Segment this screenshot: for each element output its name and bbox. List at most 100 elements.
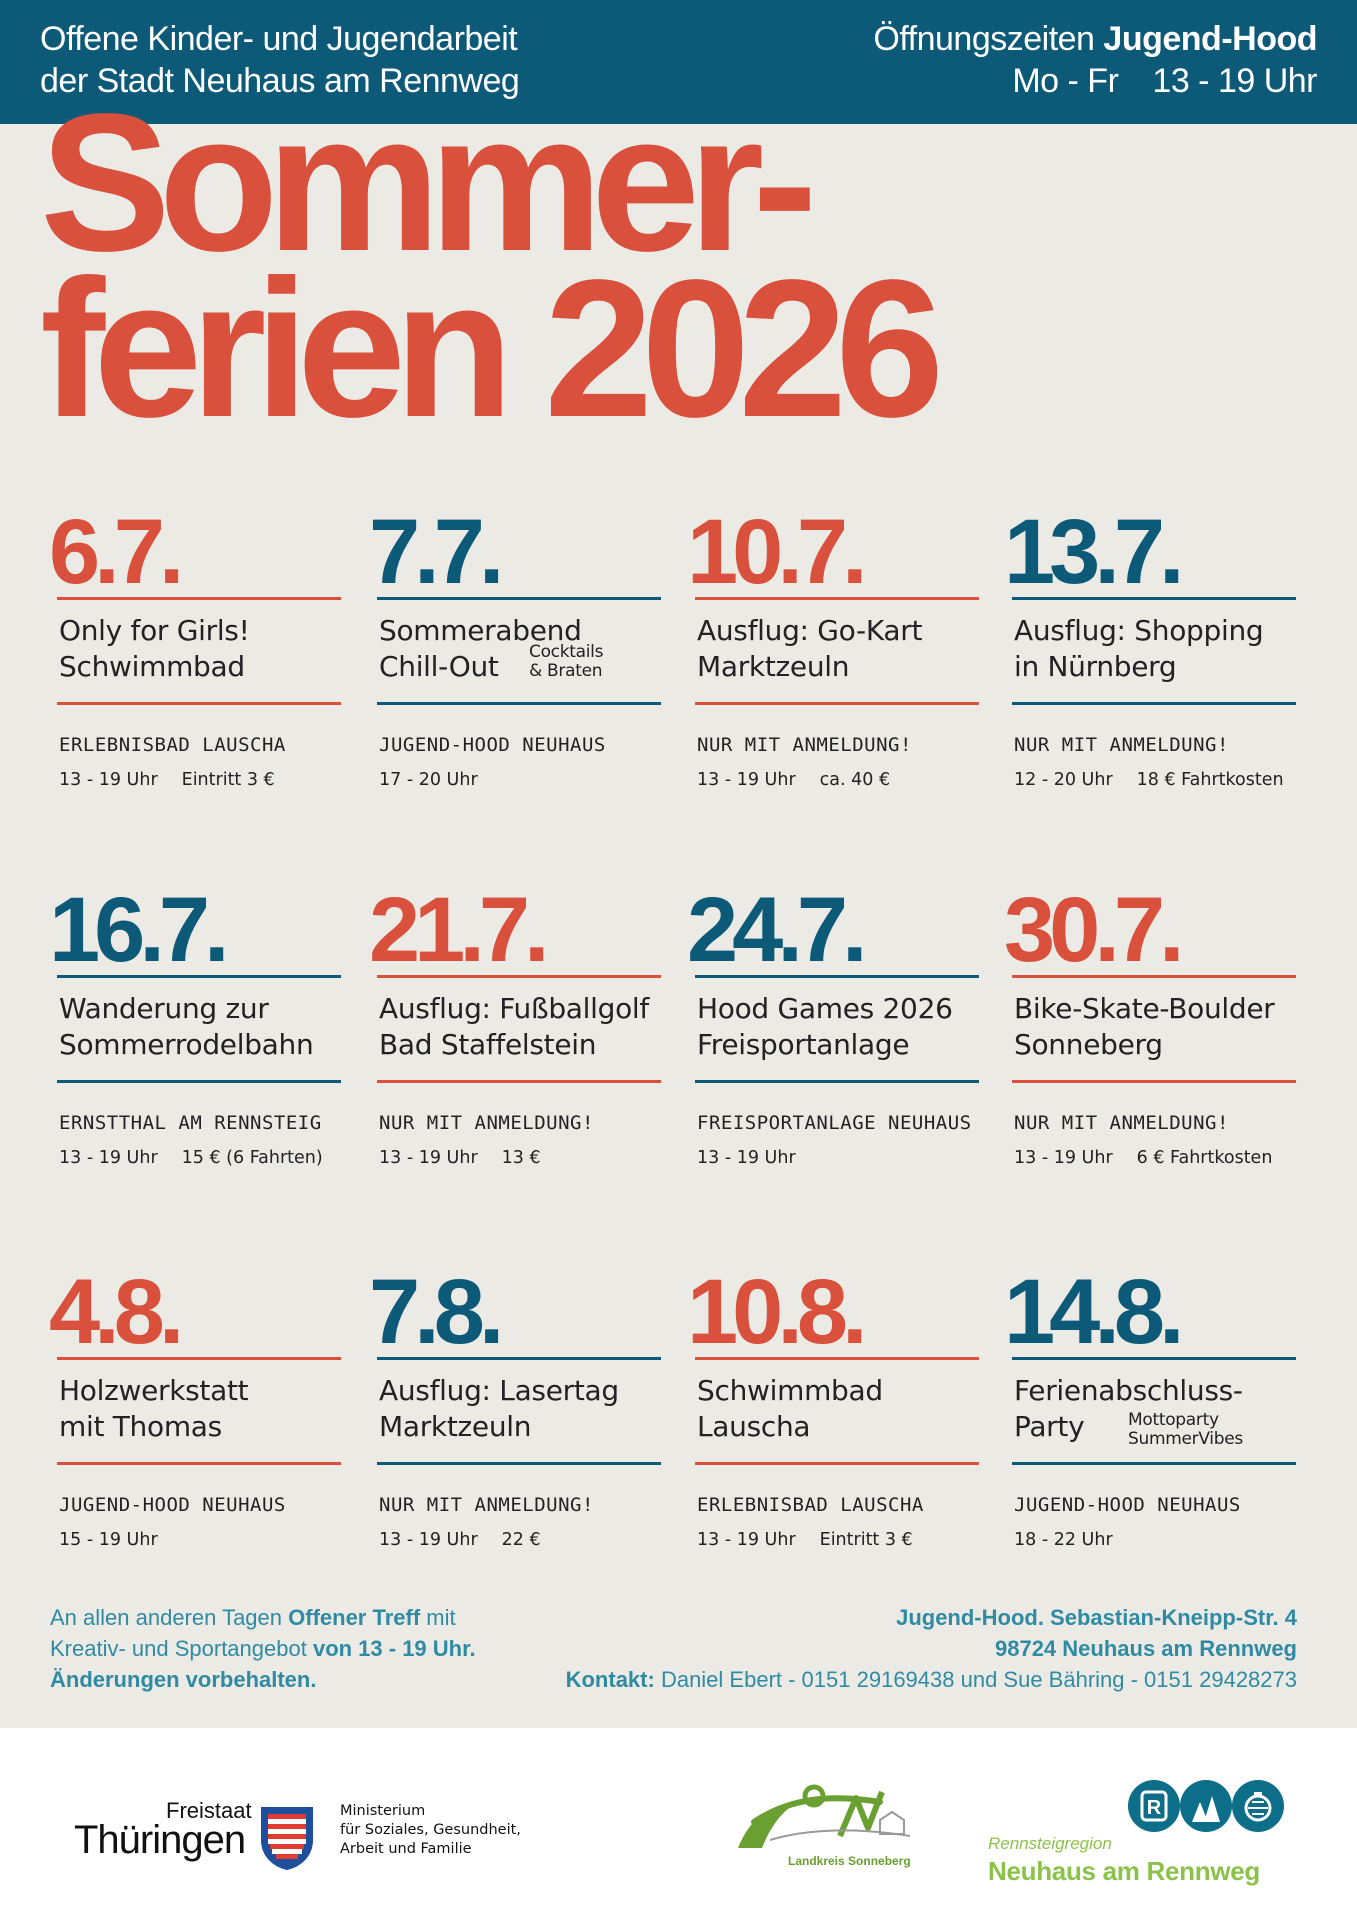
event-card: 21.7. Ausflug: Fußballgolf Bad Staffelstei… — [369, 880, 661, 1180]
event-time: 17 - 20 Uhr — [379, 770, 478, 790]
event-details: 15 - 19 Uhr — [59, 1530, 158, 1550]
divider — [57, 975, 341, 978]
sponsor-logos: Freistaat Thüringen Ministerium für Sozi… — [0, 1728, 1357, 1920]
event-title-line-2: Sonneberg — [1014, 1028, 1163, 1061]
event-card: 4.8. Holzwerkstatt mit Thomas JUGEND-HOOD N… — [49, 1262, 341, 1562]
event-date: 13.7. — [1004, 501, 1185, 603]
contact-details: Daniel Ebert - 0151 29169438 und Sue Bäh… — [654, 1667, 1297, 1692]
event-title: Bike-Skate-Boulder Sonneberg — [1014, 991, 1275, 1063]
hours-time: 13 - 19 Uhr — [1152, 62, 1317, 100]
event-title-line-1: Hood Games 2026 — [697, 992, 953, 1025]
divider — [695, 1357, 979, 1360]
event-card: 7.7. Sommerabend Chill-Out Cocktails & Brate… — [369, 502, 661, 802]
event-date: 6.7. — [49, 501, 184, 603]
event-details: 13 - 19 Uhr ca. 40 € — [697, 770, 890, 790]
ministry-line: Ministerium — [340, 1803, 426, 1819]
event-date: 10.7. — [687, 501, 868, 603]
event-price: ca. 40 € — [819, 770, 891, 790]
event-title-line-2: Marktzeuln — [697, 650, 850, 683]
event-time: 15 - 19 Uhr — [59, 1530, 158, 1550]
event-title: Holzwerkstatt mit Thomas — [59, 1373, 249, 1445]
event-title-line-1: Ausflug: Go-Kart — [697, 614, 923, 647]
event-title-line-1: Ausflug: Lasertag — [379, 1374, 619, 1407]
event-date: 21.7. — [369, 879, 550, 981]
event-time: 13 - 19 Uhr — [697, 1148, 796, 1168]
divider — [377, 597, 661, 600]
event-details: 13 - 19 Uhr Eintritt 3 € — [59, 770, 275, 790]
address-street: Jugend-Hood. Sebastian-Kneipp-Str. 4 — [896, 1605, 1297, 1630]
divider — [1012, 1462, 1296, 1465]
event-date: 16.7. — [49, 879, 230, 981]
event-title-line-2: Chill-Out — [379, 650, 499, 683]
event-price: 6 € Fahrtkosten — [1136, 1148, 1273, 1168]
divider — [57, 1462, 341, 1465]
event-location: ERLEBNISBAD LAUSCHA — [59, 734, 286, 756]
event-price: 22 € — [501, 1530, 541, 1550]
divider — [695, 702, 979, 705]
event-title-line-2: Freisportanlage — [697, 1028, 910, 1061]
ministry-name: Ministerium für Soziales, Gesundheit, Ar… — [340, 1802, 521, 1859]
divider — [695, 1080, 979, 1083]
event-time: 12 - 20 Uhr — [1014, 770, 1113, 790]
event-location: JUGEND-HOOD NEUHAUS — [59, 1494, 286, 1516]
event-title-line-1: Ausflug: Shopping — [1014, 614, 1264, 647]
event-title: Ferienabschluss- Party Mottoparty SummerVib… — [1014, 1373, 1243, 1449]
event-price: 13 € — [501, 1148, 541, 1168]
event-title-line-1: Ausflug: Fußballgolf — [379, 992, 649, 1025]
rennsteigregion-logo: R Rennsteigregion Neuhaus am Rennweg — [986, 1778, 1286, 1888]
event-title-line-1: Sommerabend — [379, 614, 582, 647]
event-subtitle: Mottoparty SummerVibes — [1128, 1411, 1243, 1449]
event-title: Ausflug: Fußballgolf Bad Staffelstein — [379, 991, 649, 1063]
event-location: ERLEBNISBAD LAUSCHA — [697, 1494, 924, 1516]
event-title: Wanderung zur Sommerrodelbahn — [59, 991, 314, 1063]
event-price: Eintritt 3 € — [181, 770, 275, 790]
event-title-line-1: Bike-Skate-Boulder — [1014, 992, 1275, 1025]
divider — [695, 597, 979, 600]
divider — [1012, 1080, 1296, 1083]
event-title-line-1: Only for Girls! — [59, 614, 250, 647]
event-subtitle-line: Cocktails — [529, 642, 604, 662]
event-card: 24.7. Hood Games 2026 Freisportanlage FREIS… — [687, 880, 979, 1180]
event-time: 18 - 22 Uhr — [1014, 1530, 1113, 1550]
event-date: 24.7. — [687, 879, 868, 981]
event-details: 13 - 19 Uhr — [697, 1148, 796, 1168]
event-title: Only for Girls! Schwimmbad — [59, 613, 250, 685]
event-date: 4.8. — [49, 1261, 184, 1363]
event-time: 13 - 19 Uhr — [1014, 1148, 1113, 1168]
opening-hours: Öffnungszeiten Jugend-Hood Mo - Fr 13 - 1… — [873, 18, 1317, 102]
region-big-label: Neuhaus am Rennweg — [988, 1856, 1260, 1886]
divider — [57, 702, 341, 705]
event-card: 7.8. Ausflug: Lasertag Marktzeuln NUR MIT A… — [369, 1262, 661, 1562]
event-date: 14.8. — [1004, 1261, 1185, 1363]
event-title-line-1: Wanderung zur — [59, 992, 269, 1025]
event-title-line-2: Party — [1014, 1410, 1085, 1443]
event-title: Hood Games 2026 Freisportanlage — [697, 991, 953, 1063]
event-details: 12 - 20 Uhr 18 € Fahrtkosten — [1014, 770, 1284, 790]
event-card: 13.7. Ausflug: Shopping in Nürnberg NUR MIT… — [1004, 502, 1296, 802]
event-location: NUR MIT ANMELDUNG! — [1014, 734, 1229, 756]
hours-days: Mo - Fr — [1012, 62, 1119, 100]
event-details: 13 - 19 Uhr 15 € (6 Fahrten) — [59, 1148, 323, 1168]
footer-disclaimer: Änderungen vorbehalten. — [50, 1667, 317, 1692]
event-title-line-2: mit Thomas — [59, 1410, 222, 1443]
event-date: 30.7. — [1004, 879, 1185, 981]
hours-place: Jugend-Hood — [1103, 20, 1317, 58]
event-time: 13 - 19 Uhr — [379, 1148, 478, 1168]
event-card: 6.7. Only for Girls! Schwimmbad ERLEBNISBAD… — [49, 502, 341, 802]
coat-of-arms-icon — [261, 1807, 313, 1870]
event-card: 16.7. Wanderung zur Sommerrodelbahn ERNSTTH… — [49, 880, 341, 1180]
event-title: Ausflug: Go-Kart Marktzeuln — [697, 613, 922, 685]
divider — [1012, 1357, 1296, 1360]
event-card: 30.7. Bike-Skate-Boulder Sonneberg NUR MIT … — [1004, 880, 1296, 1180]
event-title: Ausflug: Shopping in Nürnberg — [1014, 613, 1264, 685]
event-title-line-2: Sommerrodelbahn — [59, 1028, 314, 1061]
divider — [377, 1462, 661, 1465]
footer-text: An allen anderen Tagen — [50, 1605, 289, 1630]
event-price: 15 € (6 Fahrten) — [181, 1148, 323, 1168]
event-location: NUR MIT ANMELDUNG! — [697, 734, 912, 756]
header-bar: Offene Kinder- und Jugendarbeit der Stad… — [0, 0, 1357, 124]
event-title-line-2: Marktzeuln — [379, 1410, 532, 1443]
footer-highlight: Offener Treff — [288, 1605, 421, 1630]
event-location: ERNSTTHAL AM RENNSTEIG — [59, 1112, 322, 1134]
divider — [57, 1080, 341, 1083]
